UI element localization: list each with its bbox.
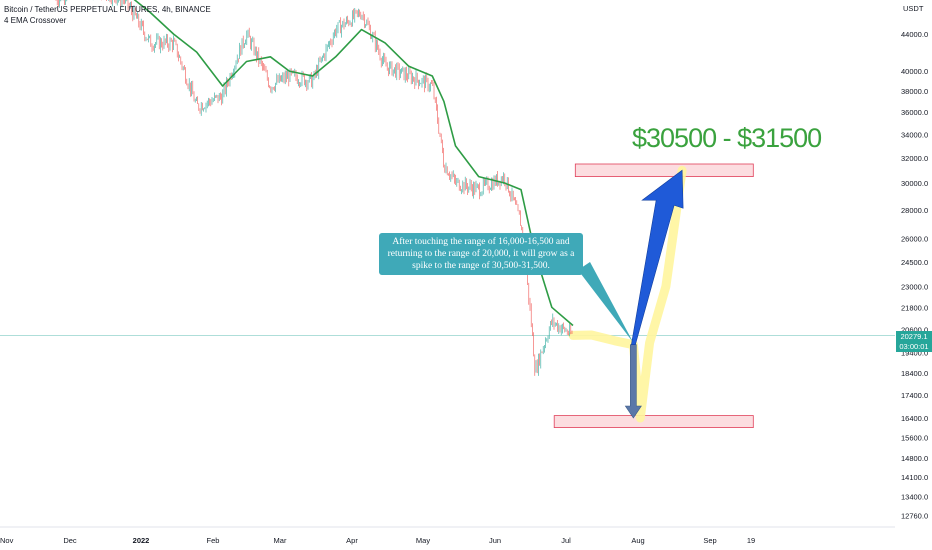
time-tick-label: Dec bbox=[63, 536, 77, 545]
price-tick-label: 12760.0 bbox=[901, 512, 928, 521]
price-tick-label: 34000.0 bbox=[901, 130, 928, 139]
price-tick-label: 28000.0 bbox=[901, 206, 928, 215]
price-tick-label: 21800.0 bbox=[901, 303, 928, 312]
price-tick-label: 15600.0 bbox=[901, 434, 928, 443]
price-tick-label: 20600.0 bbox=[901, 325, 928, 334]
price-tick-label: 26000.0 bbox=[901, 235, 928, 244]
symbol-title: Bitcoin / TetherUS PERPETUAL FUTURES, 4h… bbox=[4, 5, 211, 14]
time-tick-label: Jul bbox=[561, 536, 571, 545]
price-tick-label: 38000.0 bbox=[901, 87, 928, 96]
candles bbox=[55, 0, 573, 376]
time-tick-label: Sep bbox=[703, 536, 716, 545]
price-tick-label: 16400.0 bbox=[901, 414, 928, 423]
time-tick-label: Jun bbox=[489, 536, 501, 545]
time-tick-label: May bbox=[416, 536, 430, 545]
time-tick-label: Apr bbox=[346, 536, 358, 545]
time-tick-label: Aug bbox=[631, 536, 644, 545]
price-axis-currency: USDT bbox=[903, 4, 924, 13]
price-tick-label: 17400.0 bbox=[901, 391, 928, 400]
down-arrow bbox=[624, 344, 642, 419]
price-tick-label: 14100.0 bbox=[901, 473, 928, 482]
price-tick-label: 19400.0 bbox=[901, 349, 928, 358]
price-tick-label: 14800.0 bbox=[901, 454, 928, 463]
current-price-tag: 20279.1 03:00:01 bbox=[896, 331, 932, 352]
time-tick-label: 19 bbox=[747, 536, 755, 545]
price-tick-label: 18400.0 bbox=[901, 369, 928, 378]
up-arrow bbox=[630, 169, 684, 345]
price-tick-label: 23000.0 bbox=[901, 282, 928, 291]
time-tick-label: Nov bbox=[0, 536, 14, 545]
price-tick-label: 36000.0 bbox=[901, 108, 928, 117]
indicator-label: 4 EMA Crossover bbox=[4, 16, 67, 25]
time-tick-label: 2022 bbox=[133, 536, 150, 545]
price-tick-label: 24500.0 bbox=[901, 258, 928, 267]
price-tick-label: 13400.0 bbox=[901, 493, 928, 502]
bar-countdown: 03:00:01 bbox=[899, 342, 929, 351]
target-zone bbox=[574, 163, 754, 178]
price-tick-label: 40000.0 bbox=[901, 67, 928, 76]
price-tick-label: 44000.0 bbox=[901, 30, 928, 39]
time-tick-label: Mar bbox=[274, 536, 287, 545]
projection-path bbox=[568, 165, 687, 423]
target-zone bbox=[553, 415, 754, 429]
price-tick-label: 30000.0 bbox=[901, 179, 928, 188]
time-tick-label: Feb bbox=[207, 536, 220, 545]
current-price-value: 20279.1 bbox=[900, 332, 928, 341]
callout-pointer bbox=[578, 262, 634, 343]
target-range-label: $30500 - $31500 bbox=[632, 123, 822, 153]
price-tick-label: 32000.0 bbox=[901, 154, 928, 163]
ema-line bbox=[133, 0, 574, 327]
analysis-callout: After touching the range of 16,000-16,50… bbox=[379, 233, 583, 275]
